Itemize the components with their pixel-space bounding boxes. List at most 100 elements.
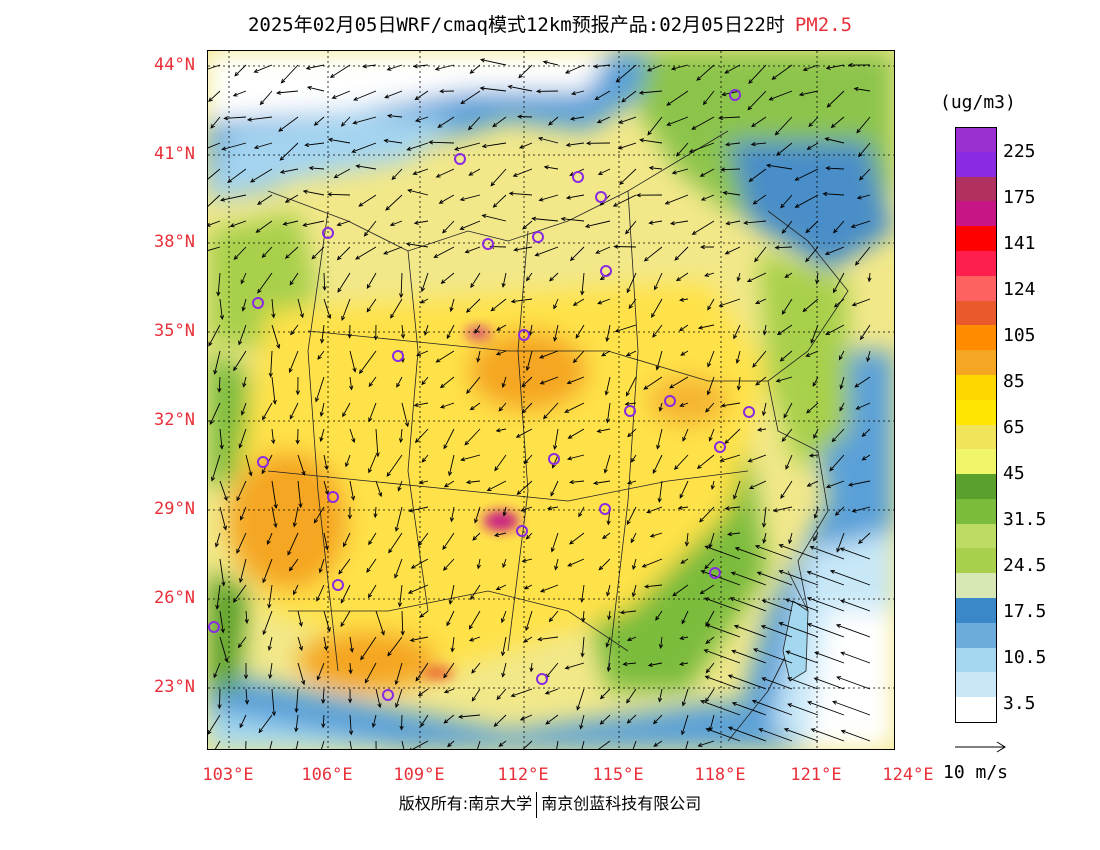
wind-arrow <box>399 714 404 731</box>
wind-arrow <box>262 610 273 636</box>
wind-arrow <box>543 402 559 420</box>
wind-arrow <box>564 64 585 74</box>
map-title: 2025年02月05日WRF/cmaq模式12km预报产品:02月05日22时 P… <box>0 10 1100 37</box>
wind-arrow <box>279 142 299 161</box>
city-nanning <box>382 689 394 701</box>
wind-arrow <box>208 246 221 251</box>
wind-arrow <box>765 163 793 170</box>
wind-arrow <box>569 479 585 485</box>
wind-arrow <box>651 298 663 318</box>
wind-arrow <box>468 610 481 630</box>
wind-arrow <box>238 324 247 346</box>
wind-arrow <box>704 597 741 612</box>
wind-arrow <box>366 298 377 313</box>
wind-arrow <box>619 610 637 615</box>
wind-arrow <box>294 688 299 714</box>
wind-arrow <box>439 376 455 389</box>
title-main: 2025年02月05日WRF/cmaq模式12km预报产品:02月05日22时 <box>247 14 785 36</box>
wind-arrow <box>215 584 221 610</box>
wind-arrow <box>290 324 299 336</box>
wind-arrow <box>234 64 247 77</box>
wind-arrow <box>295 428 300 445</box>
wind-arrow <box>323 454 329 471</box>
wind-arrow <box>669 220 689 226</box>
wind-arrow <box>840 729 871 742</box>
wind-arrow <box>400 324 406 339</box>
wind-arrow <box>566 376 585 385</box>
legend-swatch <box>955 250 997 277</box>
wind-arrow <box>262 558 273 584</box>
wind-arrow <box>779 350 793 362</box>
wind-arrow <box>323 610 331 633</box>
legend-swatch <box>955 697 997 724</box>
city-xian <box>392 350 404 362</box>
wind-arrow <box>447 740 455 748</box>
wind-arrow <box>371 714 377 729</box>
wind-arrow <box>435 168 455 178</box>
city-nanjing <box>664 395 676 407</box>
wind-arrow <box>460 90 481 105</box>
wind-arrow <box>245 740 247 749</box>
wind-arrow <box>318 558 325 574</box>
city-markers <box>208 89 755 701</box>
wind-arrow <box>733 480 741 500</box>
wind-arrow <box>655 350 663 371</box>
wind-arrow <box>778 544 819 560</box>
wind-arrow <box>761 506 767 528</box>
wind-arrow <box>755 298 767 305</box>
wind-arrow <box>576 688 585 711</box>
wind-arrow <box>643 584 663 589</box>
lat-label-35: 35°N <box>154 321 195 341</box>
wind-arrow <box>798 90 819 97</box>
wind-arrow <box>494 454 507 472</box>
wind-arrow <box>704 675 741 690</box>
wind-arrow <box>747 454 767 463</box>
wind-arrow <box>700 699 741 716</box>
wind-arrow <box>407 584 429 594</box>
wind-arrow <box>321 740 325 749</box>
wind-arrow <box>521 402 533 414</box>
wind-arrow <box>490 168 507 187</box>
wind-arrow <box>780 480 793 499</box>
wind-arrow <box>443 714 455 724</box>
legend-swatch <box>955 672 997 698</box>
wind-arrow <box>851 506 871 513</box>
wind-arrow <box>730 571 767 586</box>
wind-arrow <box>612 194 637 207</box>
wind-arrow <box>802 298 819 313</box>
legend-swatch <box>955 151 997 178</box>
wind-arrow <box>219 610 225 634</box>
wind-arrow <box>412 168 429 175</box>
wind-arrow <box>647 116 663 136</box>
wind-arrow <box>262 402 273 421</box>
wind-arrow <box>327 137 351 144</box>
wind-arrow <box>468 168 481 176</box>
wind-arrow <box>724 428 741 445</box>
wind-arrow <box>464 428 481 446</box>
legend-swatch <box>955 374 997 401</box>
wind-arrow <box>242 376 247 388</box>
city-chengdu <box>257 456 269 468</box>
wind-arrow <box>297 480 303 509</box>
wind-arrow <box>581 610 586 623</box>
wind-arrow <box>840 651 871 664</box>
wind-arrow <box>410 558 429 569</box>
wind-arrow <box>479 58 507 66</box>
wind-arrow <box>550 480 559 497</box>
wind-arrow <box>304 142 325 148</box>
wind-arrow <box>750 142 767 147</box>
wind-arrow <box>502 506 507 517</box>
wind-arrow <box>833 220 845 234</box>
wind-arrow <box>214 532 221 548</box>
wind-arrow <box>209 402 221 426</box>
wind-arrow <box>327 192 351 197</box>
wind-arrow <box>680 558 689 564</box>
wind-arrow <box>289 402 299 420</box>
wind-arrow <box>806 402 819 414</box>
wind-arrow <box>237 636 247 649</box>
wind-arrow <box>748 64 767 84</box>
wind-arrow <box>618 116 637 124</box>
wind-arrow <box>208 324 221 347</box>
wind-arrow <box>727 531 741 537</box>
wind-arrow <box>517 114 533 119</box>
